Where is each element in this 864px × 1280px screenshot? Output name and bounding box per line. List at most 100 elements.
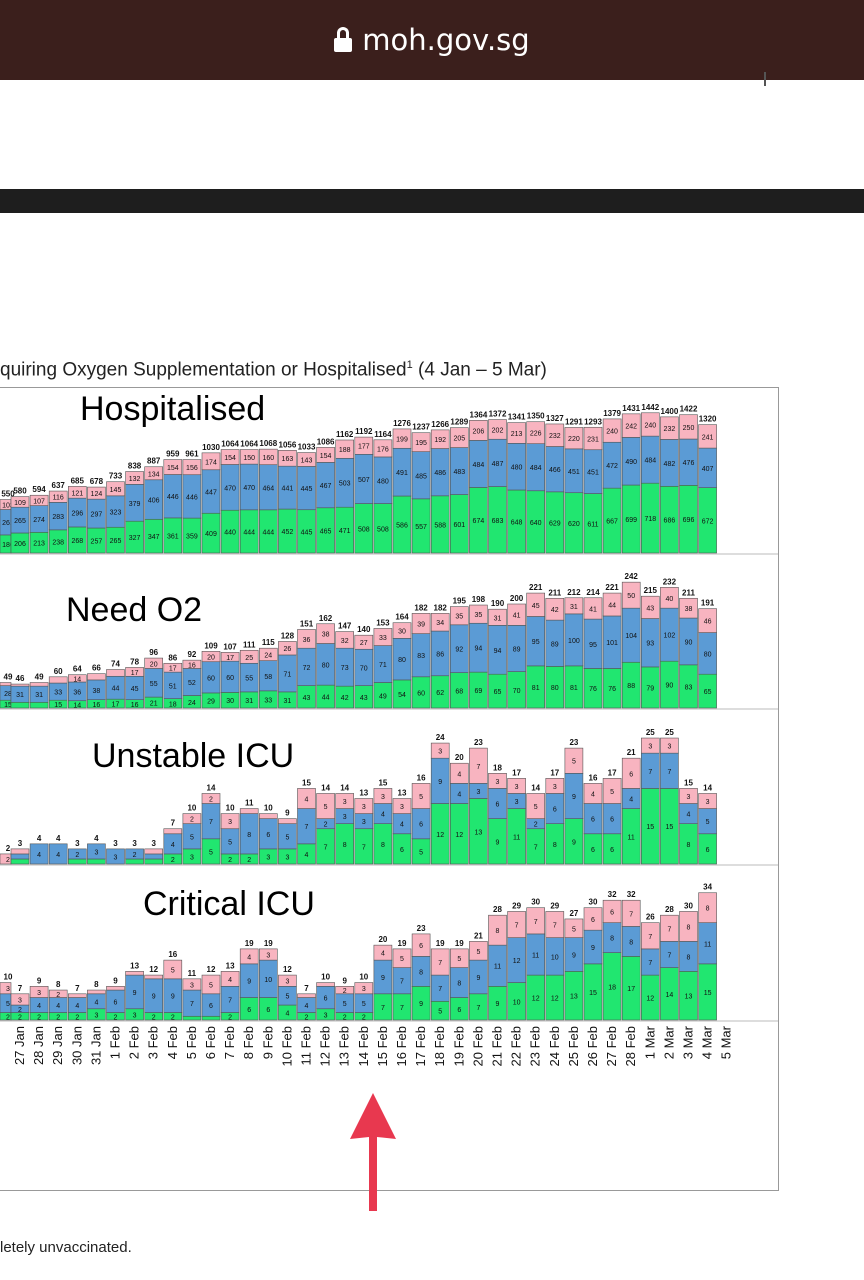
x-tick-label: 12 Feb	[318, 1026, 333, 1066]
bar-segment-pink	[373, 628, 393, 646]
bar-segment-pink	[125, 667, 144, 677]
bar-segment-pink	[163, 662, 183, 673]
bar-segment-pink	[621, 757, 641, 789]
data-label: 65	[494, 689, 502, 696]
data-label: 116	[53, 495, 64, 502]
data-label: 3	[18, 997, 22, 1004]
page-tick-mark	[764, 72, 766, 86]
total-label: 164	[395, 613, 409, 622]
data-label: 18	[169, 701, 177, 708]
bar-segment-pink	[335, 439, 355, 459]
bar-segment-pink	[507, 911, 526, 938]
bar-segment-pink	[660, 587, 679, 609]
bar-segment-pink	[182, 978, 202, 991]
data-label: 8	[629, 939, 633, 946]
data-label: 15	[54, 702, 62, 709]
data-label: 7	[324, 844, 328, 851]
data-label: 6	[266, 1007, 270, 1014]
x-tick-label: 20 Feb	[470, 1026, 485, 1066]
data-label: 42	[341, 695, 349, 702]
data-label: 274	[33, 517, 45, 524]
data-label: 444	[243, 529, 255, 536]
data-label: 92	[455, 647, 463, 654]
data-label: 6	[209, 1003, 213, 1010]
data-label: 41	[589, 606, 597, 613]
data-label: 15	[666, 824, 674, 831]
data-label: 206	[14, 541, 26, 548]
data-label: 52	[188, 680, 196, 687]
x-tick-label: 13 Feb	[337, 1026, 352, 1066]
data-label: 361	[167, 533, 179, 540]
data-label: 145	[110, 487, 122, 494]
data-label: 2	[6, 857, 10, 864]
data-label: 6	[400, 847, 404, 854]
data-label: 176	[377, 446, 389, 453]
data-label: 62	[436, 690, 444, 697]
data-label: 7	[476, 764, 480, 771]
total-label: 111	[243, 640, 256, 649]
data-label: 4	[94, 999, 98, 1006]
bar-segment-pink	[220, 971, 240, 987]
data-label: 32	[341, 638, 349, 645]
data-label: 470	[243, 485, 255, 492]
x-tick-label: 14 Feb	[356, 1026, 371, 1066]
data-label: 6	[610, 817, 614, 824]
data-label: 35	[455, 614, 463, 621]
chart-subtitle: quiring Oxygen Supplementation or Hospit…	[0, 359, 547, 381]
data-label: 20	[207, 655, 215, 662]
data-label: 5	[572, 759, 576, 766]
data-label: 94	[475, 646, 483, 653]
data-label: 4	[687, 812, 691, 819]
total-label: 32	[627, 890, 636, 899]
total-label: 107	[223, 642, 237, 651]
bar-segment-pink	[526, 421, 546, 445]
data-label: 9	[591, 945, 595, 952]
bar-segment-pink	[144, 848, 163, 855]
x-tick-label: 22 Feb	[509, 1026, 524, 1066]
data-label: 8	[687, 924, 691, 931]
data-label: 4	[305, 1003, 309, 1010]
bar-segment-pink	[163, 459, 183, 475]
data-label: 4	[56, 852, 60, 859]
bar-segment-pink	[621, 413, 641, 438]
data-label: 327	[129, 535, 141, 542]
data-label: 503	[339, 481, 351, 488]
data-label: 49	[379, 693, 387, 700]
data-label: 81	[532, 685, 540, 692]
bar-segment-pink	[258, 813, 278, 819]
data-label: 9	[476, 975, 480, 982]
total-label: 1064	[221, 440, 239, 449]
bar-segment-pink	[144, 974, 163, 980]
panel-title: Hospitalised	[80, 390, 265, 428]
data-label: 80	[322, 662, 330, 669]
total-label: 13	[398, 789, 407, 798]
total-label: 3	[151, 839, 156, 848]
data-label: 5	[324, 804, 328, 811]
data-label: 232	[664, 426, 676, 433]
address-bar[interactable]: moh.gov.sg	[0, 0, 864, 80]
data-label: 38	[322, 632, 330, 639]
total-label: 153	[376, 618, 390, 627]
total-label: 221	[529, 583, 543, 592]
bar-segment-pink	[201, 793, 221, 804]
bar-segment-pink	[335, 986, 355, 995]
total-label: 30	[684, 901, 693, 910]
total-label: 887	[147, 457, 161, 466]
bar-segment-pink	[354, 634, 374, 650]
data-label: 4	[305, 852, 309, 859]
data-label: 45	[131, 686, 139, 693]
total-label: 86	[168, 653, 177, 662]
data-label: 486	[434, 470, 446, 477]
data-label: 2	[56, 1014, 60, 1021]
x-tick-label: 16 Feb	[394, 1026, 409, 1066]
bar-segment-pink	[583, 597, 603, 620]
data-label: 3	[94, 1012, 98, 1019]
total-label: 115	[262, 638, 275, 647]
total-label: 4	[94, 834, 99, 843]
total-label: 8	[56, 980, 61, 989]
data-label: 5	[610, 789, 614, 796]
data-label: 507	[358, 477, 370, 484]
browser-top-bar	[0, 0, 864, 80]
data-label: 12	[436, 832, 444, 839]
data-label: 7	[476, 1005, 480, 1012]
